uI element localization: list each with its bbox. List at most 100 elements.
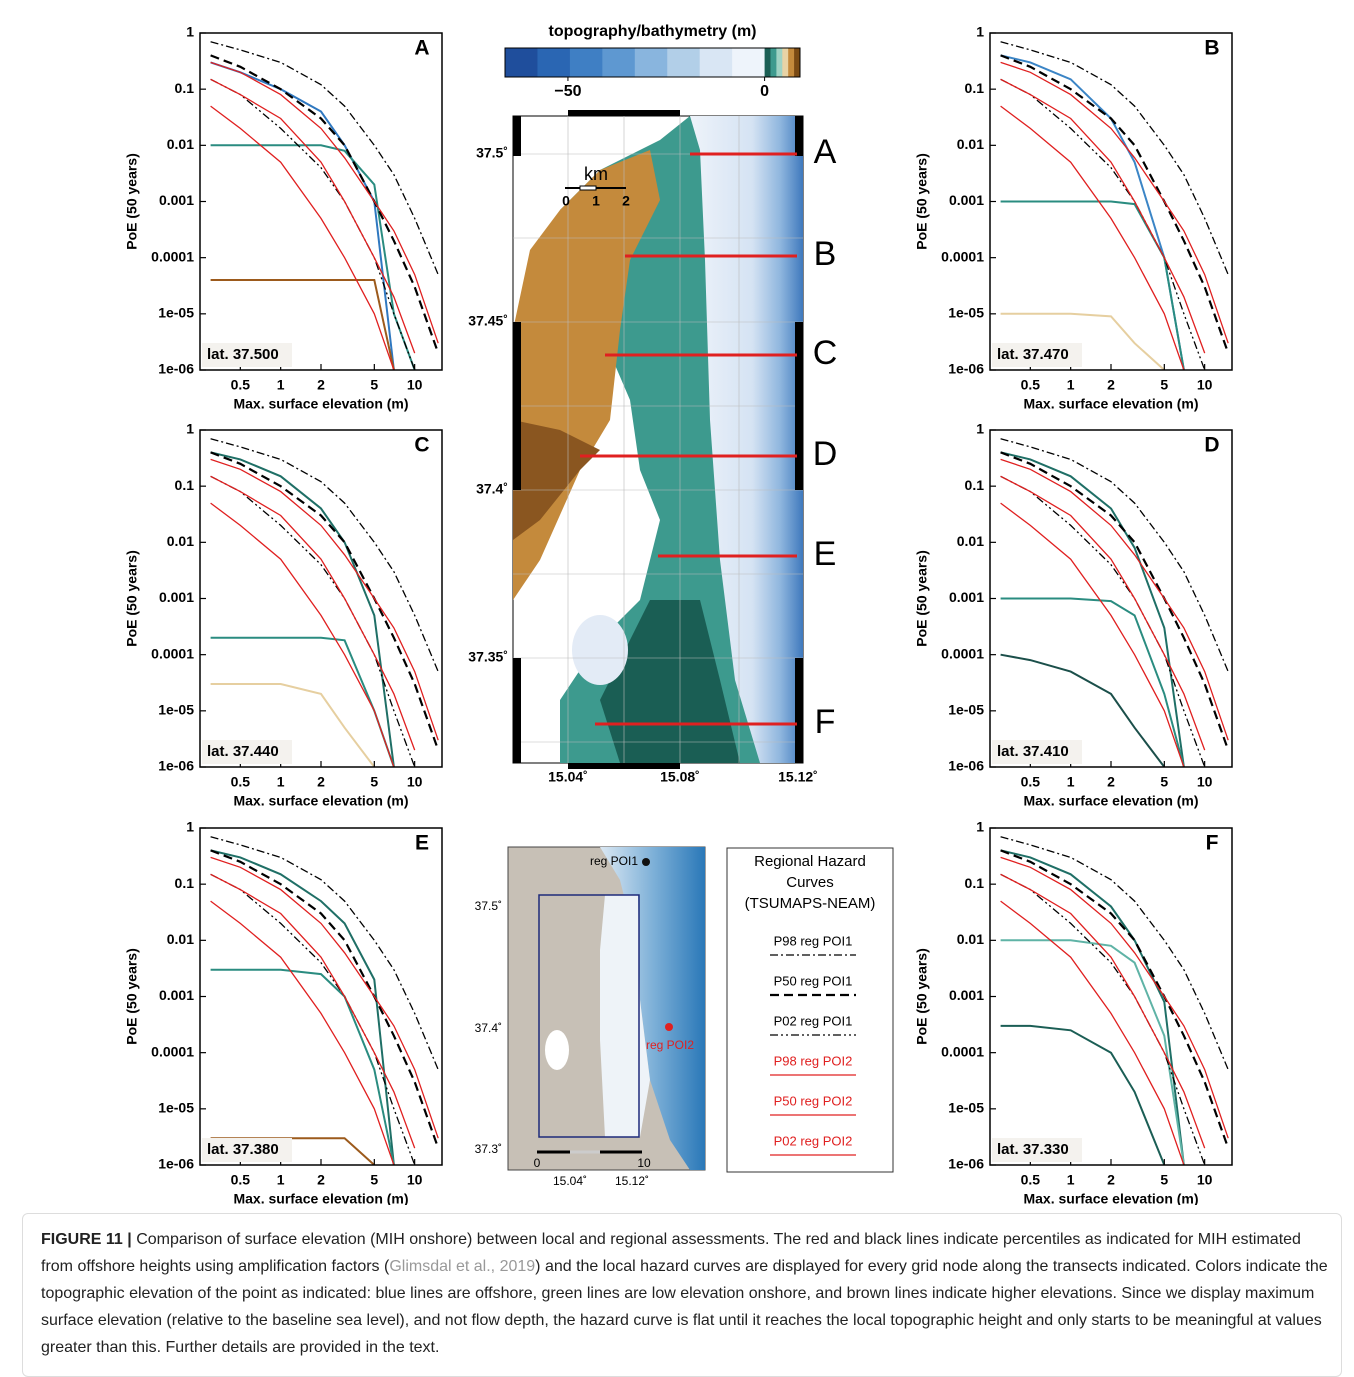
y-tick-label: 0.0001 <box>941 645 984 661</box>
y-tick-label: 1 <box>976 819 984 835</box>
y-tick-label: 0.01 <box>167 533 194 549</box>
x-tick-label: 5 <box>370 377 378 393</box>
local-hazard-curve <box>210 144 416 370</box>
colorbar-segment <box>770 48 777 77</box>
y-tick-label: 1e-06 <box>948 1156 984 1172</box>
x-tick-label: 5 <box>1160 377 1168 393</box>
colorbar-frame <box>504 47 801 78</box>
y-tick-label: 0.001 <box>159 192 194 208</box>
x-tick-label: 2 <box>1107 1172 1115 1188</box>
x-tick-label: 1 <box>1067 1172 1075 1188</box>
poi-label: reg POI1 <box>590 854 638 868</box>
y-tick-label: 1 <box>186 819 194 835</box>
regional-hazard-curve <box>210 451 440 751</box>
colorbar-title: topography/bathymetry (m) <box>548 23 756 40</box>
x-tick-label: 5 <box>1160 1172 1168 1188</box>
y-tick-label: 1e-06 <box>948 758 984 774</box>
regional-hazard-curve <box>210 458 439 741</box>
x-tick-label: 2 <box>317 1172 325 1188</box>
y-tick-label: 0.01 <box>167 136 194 152</box>
x-axis-label: Max. surface elevation (m) <box>233 396 408 412</box>
local-hazard-curve <box>1000 653 1166 767</box>
inset-scale-label: 10 <box>637 1156 651 1170</box>
y-axis-label: PoE (50 years) <box>914 153 930 250</box>
plot-area <box>990 828 1232 1165</box>
annotation: lat. 37.380 <box>207 1141 279 1158</box>
x-tick-label: 0.5 <box>231 377 251 393</box>
y-tick-label: 0.001 <box>949 987 984 1003</box>
x-tick-label: 5 <box>1160 774 1168 790</box>
caption-citation[interactable]: Glimsdal et al., 2019 <box>389 1258 536 1275</box>
x-axis-label: Max. surface elevation (m) <box>1023 1191 1198 1205</box>
y-tick-label: 0.0001 <box>941 1043 984 1059</box>
colorbar-segment <box>505 48 538 77</box>
x-tick-label: 10 <box>1197 774 1213 790</box>
inset-longitude-label: 15.12˚ <box>615 1174 649 1188</box>
annotation-bg <box>992 1138 1082 1162</box>
inset-latitude-label: 37.3˚ <box>475 1142 502 1156</box>
y-tick-label: 0.01 <box>957 533 984 549</box>
y-tick-label: 0.1 <box>965 80 985 96</box>
colorbar-segment <box>667 48 701 77</box>
y-tick-label: 1e-06 <box>158 1156 194 1172</box>
legend-label: P50 reg POI2 <box>774 1093 853 1108</box>
x-axis-label: Max. surface elevation (m) <box>1023 396 1198 412</box>
panel-letter-bg <box>1192 830 1230 858</box>
inset-map <box>507 846 706 1171</box>
y-tick-label: 0.1 <box>175 477 195 493</box>
regional-hazard-curve <box>1000 475 1206 767</box>
scale-label: 1 <box>592 193 600 209</box>
latitude-label: 37.45˚ <box>468 313 508 329</box>
annotation: lat. 37.330 <box>997 1141 1069 1158</box>
transect-label: D <box>813 435 838 473</box>
annotation-bg <box>202 343 292 367</box>
y-axis-label: PoE (50 years) <box>124 153 140 250</box>
colorbar: topography/bathymetry (m) −50 0 <box>504 23 801 100</box>
transect-label: C <box>813 334 838 372</box>
panel: 1 0.1 0.01 0.001 0.0001 1e-05 1e-06 0.5 1 2 5 10 Max… <box>124 421 443 809</box>
plot-area <box>200 430 442 767</box>
regional-hazard-curve <box>210 873 416 1149</box>
regional-hazard-curve <box>210 105 395 370</box>
x-tick-label: 1 <box>277 774 285 790</box>
regional-hazard-curve <box>210 475 416 767</box>
local-hazard-curve <box>210 683 376 767</box>
y-tick-label: 1e-05 <box>948 305 984 321</box>
y-tick-label: 0.0001 <box>151 1043 194 1059</box>
plot-area <box>200 33 442 370</box>
legend-title: Regional Hazard <box>754 853 866 870</box>
panel: 1 0.1 0.01 0.001 0.0001 1e-05 1e-06 0.5 1 2 5 10 Max… <box>914 24 1233 412</box>
longitude-label: 15.12˚ <box>778 769 818 785</box>
local-hazard-curve <box>1000 597 1185 767</box>
regional-hazard-curve <box>210 873 416 1165</box>
x-axis-label: Max. surface elevation (m) <box>233 1191 408 1205</box>
x-tick-label: 5 <box>370 774 378 790</box>
x-tick-label: 1 <box>1067 377 1075 393</box>
panel-letter-bg <box>1192 35 1230 63</box>
panel: 1 0.1 0.01 0.001 0.0001 1e-05 1e-06 0.5 1 2 5 10 Max… <box>124 24 443 412</box>
regional-hazard-curve <box>210 856 439 1139</box>
inset-latitude-label: 37.4˚ <box>475 1021 502 1035</box>
x-tick-label: 1 <box>277 377 285 393</box>
colorbar-segment <box>794 48 801 77</box>
colorbar-segment <box>788 48 795 77</box>
colorbar-segment <box>569 48 603 77</box>
transect-label: F <box>815 703 836 741</box>
panel-letter: F <box>1206 832 1219 855</box>
inset-longitude-label: 15.04˚ <box>553 1174 587 1188</box>
colorbar-tick-label: 0 <box>760 83 769 100</box>
regional-hazard-curve <box>1000 61 1229 344</box>
annotation-bg <box>992 740 1082 764</box>
colorbar-segment <box>602 48 636 77</box>
y-tick-label: 1e-05 <box>158 702 194 718</box>
y-tick-label: 0.01 <box>167 931 194 947</box>
legend-title: (TSUMAPS-NEAM) <box>745 895 876 912</box>
x-tick-label: 0.5 <box>1021 377 1041 393</box>
y-tick-label: 0.001 <box>159 987 194 1003</box>
panel-letter-bg <box>402 432 440 460</box>
panel-letter: C <box>414 434 429 457</box>
local-hazard-curve <box>210 849 395 1165</box>
regional-hazard-curve <box>1000 873 1206 1149</box>
colorbar-segment <box>776 48 783 77</box>
y-tick-label: 1e-05 <box>158 1100 194 1116</box>
